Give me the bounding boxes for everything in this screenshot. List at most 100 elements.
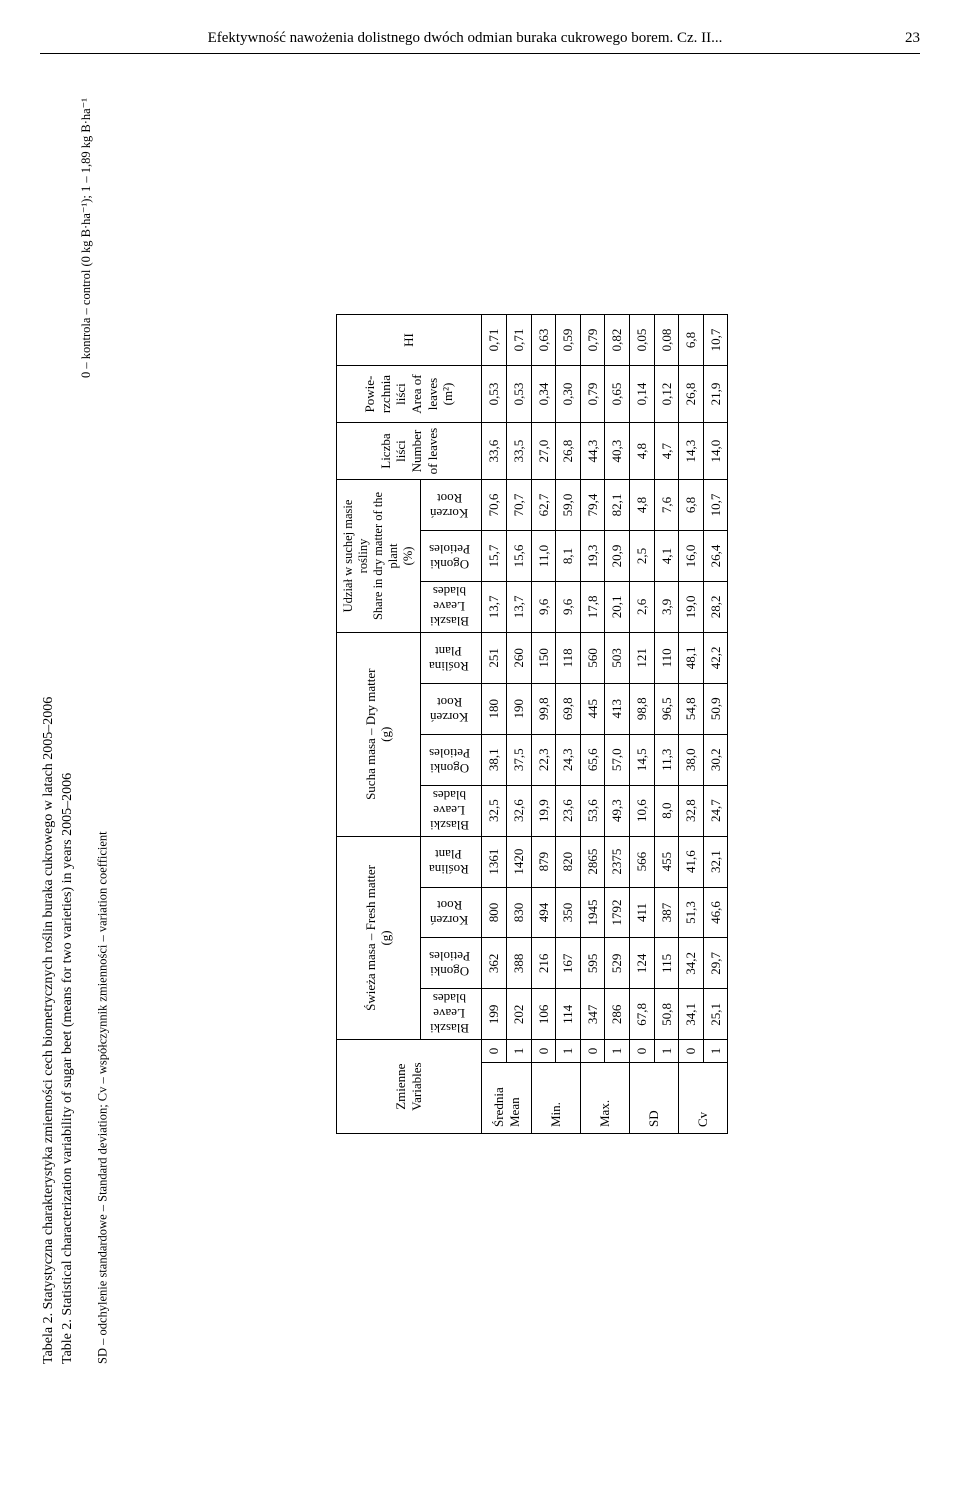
data-cell: 28,2: [703, 581, 728, 632]
data-cell: 106: [531, 989, 556, 1040]
table-row: 150,81153874558,011,396,51103,94,17,64,7…: [654, 315, 679, 1134]
data-cell: 413: [604, 683, 629, 734]
data-cell: 445: [580, 683, 605, 734]
data-cell: 0,71: [481, 315, 506, 366]
data-cell: 260: [506, 632, 531, 683]
data-cell: 2375: [604, 836, 629, 887]
data-cell: 566: [629, 836, 654, 887]
data-cell: 23,6: [555, 785, 580, 836]
data-cell: 19,9: [531, 785, 556, 836]
data-cell: 110: [654, 632, 679, 683]
data-cell: 15,7: [481, 531, 506, 582]
table-row: 125,129,746,632,124,730,250,942,228,226,…: [703, 315, 728, 1134]
data-cell: 44,3: [580, 423, 605, 480]
caption-en: Table 2. Statistical characterization va…: [59, 773, 78, 1364]
data-cell: 33,5: [506, 423, 531, 480]
data-cell: 0,30: [555, 366, 580, 423]
data-cell: 37,5: [506, 734, 531, 785]
table-row: 12865291792237549,357,041350320,120,982,…: [604, 315, 629, 1134]
data-cell: 286: [604, 989, 629, 1040]
data-cell: 0,59: [555, 315, 580, 366]
captions-block: Tabela 2. Statystyczna charakterystyka z…: [40, 84, 112, 1364]
data-cell: 32,5: [481, 785, 506, 836]
data-cell: 54,8: [678, 683, 703, 734]
data-cell: 53,6: [580, 785, 605, 836]
data-cell: 59,0: [555, 480, 580, 531]
table-area: Tabela 2. Statystyczna charakterystyka z…: [40, 84, 920, 1364]
data-cell: 202: [506, 989, 531, 1040]
col-fresh-root: Korzeń Root: [420, 887, 482, 938]
data-cell: 70,7: [506, 480, 531, 531]
data-cell: 70,6: [481, 480, 506, 531]
data-cell: 14,3: [678, 423, 703, 480]
level-cell: 0: [629, 1040, 654, 1062]
data-cell: 3,9: [654, 581, 679, 632]
page-header: Efektywność nawożenia dolistnego dwóch o…: [40, 30, 920, 54]
data-cell: 0,12: [654, 366, 679, 423]
data-cell: 595: [580, 938, 605, 989]
data-cell: 29,7: [703, 938, 728, 989]
level-cell: 1: [604, 1040, 629, 1062]
data-cell: 2,6: [629, 581, 654, 632]
data-cell: 10,7: [703, 315, 728, 366]
data-cell: 388: [506, 938, 531, 989]
data-cell: 13,7: [481, 581, 506, 632]
data-cell: 48,1: [678, 632, 703, 683]
data-cell: 167: [555, 938, 580, 989]
rotated-table-wrap: Zmienne Variables Świeża masa – Fresh ma…: [122, 314, 942, 1134]
data-cell: 0,08: [654, 315, 679, 366]
level-cell: 0: [580, 1040, 605, 1062]
data-cell: 22,3: [531, 734, 556, 785]
header-row-1: Zmienne Variables Świeża masa – Fresh ma…: [336, 315, 420, 1134]
data-cell: 50,9: [703, 683, 728, 734]
col-hi: HI: [336, 315, 482, 366]
data-cell: 14,0: [703, 423, 728, 480]
data-cell: 13,7: [506, 581, 531, 632]
data-cell: 19,3: [580, 531, 605, 582]
caption-pl: Tabela 2. Statystyczna charakterystyka z…: [40, 697, 59, 1364]
data-cell: 455: [654, 836, 679, 887]
data-cell: 150: [531, 632, 556, 683]
data-cell: 387: [654, 887, 679, 938]
col-share-pet: Ogonki Petioles: [420, 531, 482, 582]
data-cell: 6,8: [678, 480, 703, 531]
col-fresh-leaf: Blaszki Leave blades: [420, 989, 482, 1040]
data-cell: 0,79: [580, 366, 605, 423]
table-row: Średnia Mean0199362800136132,538,1180251…: [481, 315, 506, 1134]
data-cell: 25,1: [703, 989, 728, 1040]
data-cell: 1945: [580, 887, 605, 938]
data-cell: 10,6: [629, 785, 654, 836]
data-cell: 30,2: [703, 734, 728, 785]
data-cell: 190: [506, 683, 531, 734]
data-cell: 96,5: [654, 683, 679, 734]
data-cell: 20,9: [604, 531, 629, 582]
data-cell: 16,0: [678, 531, 703, 582]
data-cell: 0,79: [580, 315, 605, 366]
data-cell: 50,8: [654, 989, 679, 1040]
level-cell: 1: [654, 1040, 679, 1062]
data-cell: 67,8: [629, 989, 654, 1040]
col-share-root: Korzeń Root: [420, 480, 482, 531]
data-cell: 4,8: [629, 423, 654, 480]
data-cell: 41,6: [678, 836, 703, 887]
data-cell: 820: [555, 836, 580, 887]
data-cell: 42,2: [703, 632, 728, 683]
col-dry-leaf: Blaszki Leave blades: [420, 785, 482, 836]
data-cell: 6,8: [678, 315, 703, 366]
row-label: Cv: [678, 1062, 727, 1133]
table-row: 111416735082023,624,369,81189,68,159,026…: [555, 315, 580, 1134]
stats-table: Zmienne Variables Świeża masa – Fresh ma…: [335, 314, 728, 1134]
data-cell: 350: [555, 887, 580, 938]
data-cell: 199: [481, 989, 506, 1040]
col-fresh: Świeża masa – Fresh matter (g): [336, 836, 420, 1040]
data-cell: 11,0: [531, 531, 556, 582]
col-variables: Zmienne Variables: [336, 1040, 482, 1134]
table-row: Cv034,134,251,341,632,838,054,848,119,01…: [678, 315, 703, 1134]
data-cell: 2,5: [629, 531, 654, 582]
row-label: Min.: [531, 1062, 580, 1133]
data-cell: 17,8: [580, 581, 605, 632]
data-cell: 4,8: [629, 480, 654, 531]
data-cell: 4,1: [654, 531, 679, 582]
level-cell: 0: [678, 1040, 703, 1062]
data-cell: 0,53: [481, 366, 506, 423]
